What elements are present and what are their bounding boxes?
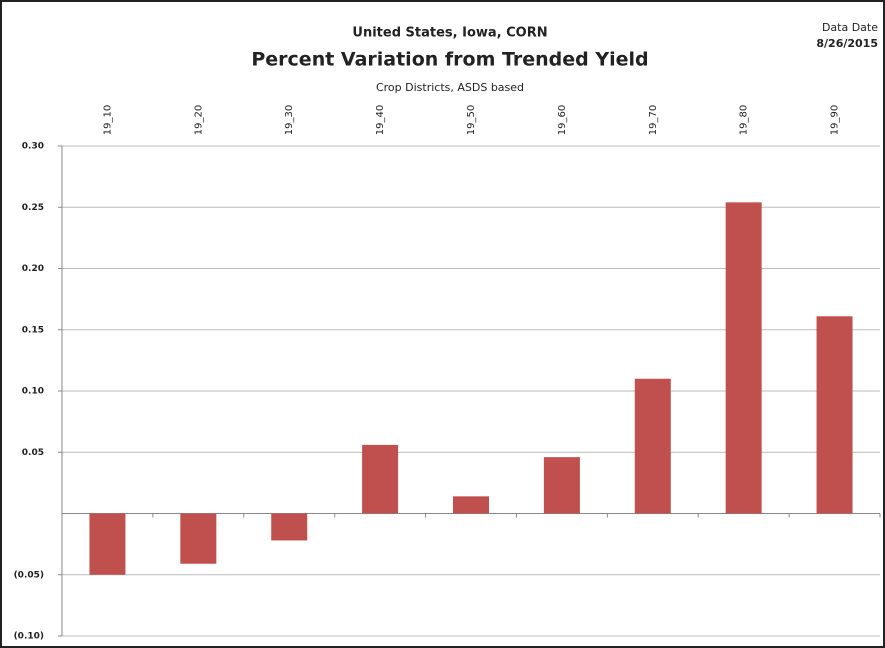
x-tick-label: 19_30 [284, 105, 295, 135]
bar [543, 457, 580, 514]
y-tick-label: (0.10) [14, 632, 44, 642]
y-tick-label: 0.20 [22, 264, 44, 274]
bar [180, 513, 217, 564]
x-tick-label: 19_80 [739, 105, 750, 135]
y-tick-label: 0.15 [22, 325, 44, 335]
y-tick-label: (0.05) [14, 570, 44, 580]
date-label: Data Date [822, 21, 878, 34]
bar [725, 202, 762, 514]
bar [271, 513, 308, 541]
x-tick-label: 19_90 [830, 105, 841, 135]
x-tick-label: 19_70 [648, 105, 659, 135]
bar [816, 316, 853, 514]
y-tick-label: 0.05 [22, 448, 44, 458]
chart-title: Percent Variation from Trended Yield [251, 49, 648, 71]
date: 8/26/2015 [816, 37, 878, 50]
bar [634, 378, 671, 514]
x-tick-label: 19_60 [557, 105, 568, 135]
y-tick-label: 0.30 [22, 142, 44, 152]
x-tick-label: 19_10 [102, 105, 113, 135]
y-tick-label: 0.10 [22, 387, 44, 397]
y-tick-label: 0.25 [22, 203, 44, 213]
x-tick-label: 19_20 [193, 105, 204, 135]
x-tick-label: 19_50 [466, 105, 477, 135]
x-tick-label: 19_40 [375, 105, 386, 135]
chart-supertitle: United States, Iowa, CORN [352, 26, 547, 41]
bar [453, 496, 489, 514]
bar [89, 513, 126, 575]
chart-subtitle: Crop Districts, ASDS based [376, 81, 524, 94]
bar [362, 444, 399, 514]
